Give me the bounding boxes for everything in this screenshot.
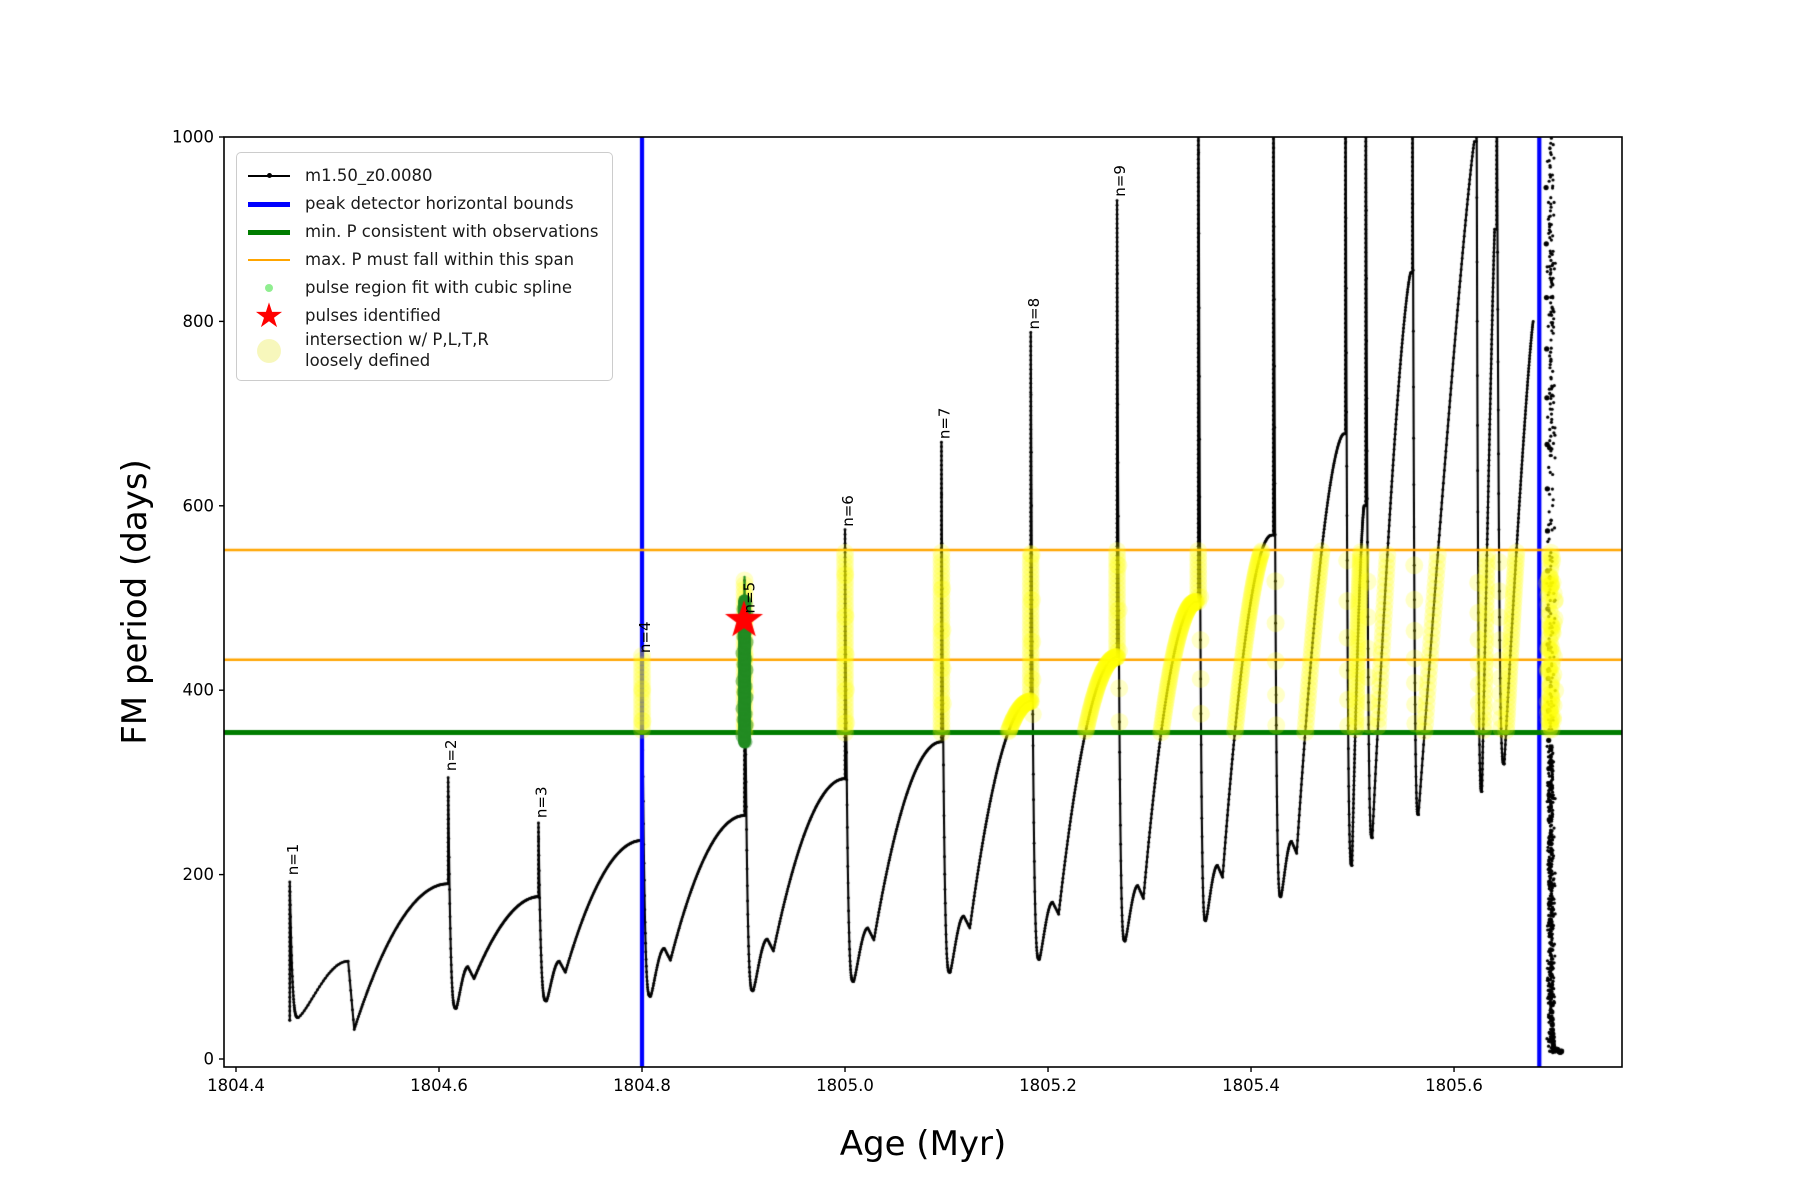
legend-label: pulses identified [305,305,441,325]
x-axis-label: Age (Myr) [840,1124,1007,1164]
green-dot-marker [245,284,293,292]
pulse-annotation: n=9 [1111,165,1129,197]
pulse-annotation: n=4 [636,621,654,653]
y-tick-label: 200 [183,865,215,884]
pulse-annotation: n=2 [442,739,460,771]
pulse-annotation: n=3 [532,786,550,818]
pulse-annotation: n=7 [935,408,953,440]
yellow-dot-marker [245,338,293,363]
blue-line-marker [245,201,293,207]
red-star-icon: ★ [253,296,285,336]
big-dot-marker [257,338,281,363]
green-line-marker [245,229,293,235]
plot-frame [223,136,1623,1068]
legend-item-intersection: intersection w/ P,L,T,R loosely defined [245,330,598,371]
legend-item-peak-bounds: peak detector horizontal bounds [245,190,598,218]
pulse-annotation: n=6 [839,495,857,527]
small-dot-marker [265,284,273,292]
legend-label: min. P consistent with observations [305,221,599,241]
x-tick-label: 1805.2 [1019,1076,1077,1095]
y-axis-label: FM period (days) [115,459,155,745]
legend-label: pulse region fit with cubic spline [305,277,573,297]
thick-line-marker [248,201,290,207]
x-tick-label: 1804.4 [207,1076,265,1095]
line-marker [248,258,290,262]
x-tick-label: 1804.6 [410,1076,468,1095]
legend: m1.50_z0.0080 peak detector horizontal b… [236,152,614,382]
legend-label: max. P must fall within this span [305,249,575,269]
pulse-annotation: n=8 [1025,298,1043,330]
x-tick-label: 1805.0 [816,1076,874,1095]
pulse-annotation: n=1 [284,844,302,876]
x-tick-label: 1805.6 [1425,1076,1483,1095]
legend-item-pulses-identified: ★ pulses identified [245,296,598,336]
y-tick-label: 1000 [172,128,214,147]
legend-item-min-p: min. P consistent with observations [245,218,598,246]
x-tick-label: 1805.4 [1222,1076,1280,1095]
y-tick-label: 600 [183,496,215,515]
legend-label: peak detector horizontal bounds [305,193,574,213]
y-tick-label: 0 [204,1049,215,1068]
y-tick-label: 400 [183,681,215,700]
legend-item-series: m1.50_z0.0080 [245,162,598,190]
series-line-marker [245,173,293,179]
thick-line-marker [248,229,290,235]
legend-label: intersection w/ P,L,T,R loosely defined [305,330,489,370]
x-tick-label: 1804.8 [613,1076,671,1095]
legend-label: m1.50_z0.0080 [305,165,433,185]
pulse-annotation: n=5 [741,582,759,614]
y-tick-label: 800 [183,312,215,331]
legend-item-pulse-fit: pulse region fit with cubic spline [245,274,598,302]
legend-item-max-p: max. P must fall within this span [245,246,598,274]
dot-marker [266,173,272,179]
orange-line-marker [245,258,293,262]
